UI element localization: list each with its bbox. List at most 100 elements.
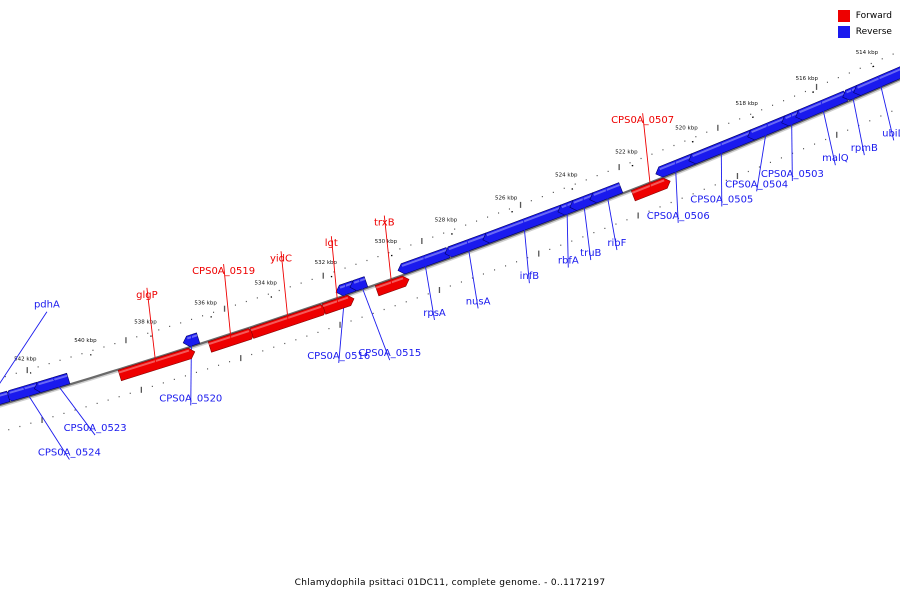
track-dots <box>4 53 894 431</box>
gene-cps0a-0504[interactable]: CPS0A_0504 <box>725 115 790 192</box>
lane-dot <box>618 164 620 171</box>
gene-arrow[interactable] <box>117 347 196 382</box>
gene-arrow[interactable] <box>747 115 790 141</box>
gene-label: glgP <box>136 290 158 301</box>
gene-yidc[interactable]: yidC <box>249 251 328 339</box>
gene-ubid[interactable]: ubiD <box>853 66 900 141</box>
gene-leader <box>523 218 530 284</box>
lane-dot <box>681 197 683 199</box>
lane-dot <box>626 219 628 221</box>
gene-cps0a-0507[interactable]: CPS0A_0507 <box>611 113 674 202</box>
gene-infb[interactable]: infB <box>482 204 566 284</box>
gene-leader <box>466 239 479 309</box>
lane-dot <box>714 184 716 186</box>
gene-label: CPS0A_0503 <box>761 169 824 180</box>
legend-reverse-label: Reverse <box>855 27 892 37</box>
lane-dot <box>454 228 456 230</box>
lane-dot <box>505 265 507 267</box>
gene-glgp[interactable]: glgP <box>117 287 196 382</box>
lane-dot <box>880 115 882 117</box>
lane-dot <box>234 304 236 306</box>
lane-dot <box>648 210 650 212</box>
gene-rpsa[interactable]: rpsA <box>397 247 451 321</box>
genome-backbone <box>0 78 900 408</box>
gene-highlight <box>250 305 322 332</box>
lane-dot <box>836 131 838 138</box>
gene-arrow[interactable] <box>688 129 756 165</box>
gene-label: trxB <box>374 218 395 229</box>
scale-tick-label: 538 kbp <box>134 320 157 326</box>
lane-dot <box>295 339 297 341</box>
gene-leader <box>850 87 865 156</box>
gene-highlight <box>692 131 752 157</box>
lane-dot <box>527 257 529 259</box>
lane-dot <box>494 269 496 271</box>
gene-leader <box>22 386 70 460</box>
gene-highlight <box>659 155 693 171</box>
lane-dot <box>92 349 94 351</box>
lane-dot <box>560 244 562 246</box>
lane-dot <box>736 173 739 179</box>
gene-arrow[interactable] <box>444 232 491 258</box>
gene-ribf[interactable]: ribF <box>589 182 627 251</box>
gene-cps0a-0515[interactable]: CPS0A_0515 <box>349 276 421 361</box>
scale-tick-label: 524 kbp <box>555 173 578 179</box>
gene-arrow[interactable] <box>0 390 11 410</box>
lane-dot <box>725 179 727 181</box>
gene-cps0a-0503[interactable]: CPS0A_0503 <box>761 109 824 181</box>
gene-highlight <box>751 117 786 133</box>
lane-dot <box>74 409 76 411</box>
gene-arrow[interactable] <box>397 247 451 275</box>
gene-rpmb[interactable]: rpmB <box>842 85 878 156</box>
lane-dot <box>673 144 675 147</box>
gene-cps0a-0506[interactable]: CPS0A_0506 <box>647 153 710 223</box>
scale-tick-label: 530 kbp <box>375 239 398 245</box>
strand-legend: Forward Reverse <box>837 8 892 40</box>
gene-highlight <box>375 277 404 289</box>
gene-trxb[interactable]: trxB <box>374 215 410 297</box>
scale-tick-label: 534 kbp <box>255 281 278 287</box>
lane-dot <box>438 287 441 293</box>
gene-cps0a-0520[interactable]: CPS0A_0520 <box>159 332 222 406</box>
gene-malq[interactable]: malQ <box>795 90 849 166</box>
lane-dot <box>114 343 116 345</box>
lane-dot <box>750 113 752 115</box>
gene-highlight <box>186 334 198 340</box>
gene-arrow[interactable] <box>853 66 900 96</box>
lane-dot <box>516 261 518 263</box>
lane-dot <box>487 216 489 218</box>
gene-highlight <box>846 86 858 94</box>
lane-dot <box>541 196 543 198</box>
lane-dot <box>530 200 532 202</box>
lane-dot <box>471 277 473 279</box>
lane-dot <box>695 136 697 138</box>
gene-label: infB <box>520 271 540 282</box>
lane-dot <box>803 148 805 150</box>
gene-highlight <box>631 179 665 194</box>
gene-features: CPS0A_0524 CPS0A_0523 CPS0A_0520 CPS0A_0516… <box>0 66 900 460</box>
gene-highlight <box>561 201 575 209</box>
gene-arrow[interactable] <box>33 372 71 393</box>
gene-cps0a-0524[interactable]: CPS0A_0524 <box>4 381 101 460</box>
lane-dot <box>355 263 357 265</box>
gene-highlight <box>573 194 595 204</box>
legend-reverse: Reverse <box>837 24 892 40</box>
gene-cps0a-0523[interactable]: CPS0A_0523 <box>33 372 127 436</box>
gene-cps0a-0505[interactable]: CPS0A_0505 <box>688 129 756 207</box>
lane-dot <box>427 293 429 295</box>
scale-tick-label: 532 kbp <box>315 260 338 266</box>
lane-dot <box>728 122 730 124</box>
gene-lgt[interactable]: lgt <box>321 236 355 315</box>
gene-cps0a-0519[interactable]: CPS0A_0519 <box>192 264 256 353</box>
gene-highlight <box>448 234 488 251</box>
lane-dot <box>377 256 379 258</box>
gene-leader <box>383 215 393 292</box>
lane-dot <box>416 297 418 299</box>
lane-dot <box>596 175 598 177</box>
lane-dot <box>317 331 319 333</box>
lane-dot <box>191 318 193 320</box>
gene-nusa[interactable]: nusA <box>444 232 491 309</box>
gene-pdha[interactable]: pdhA <box>0 300 60 411</box>
gene-trub[interactable]: truB <box>569 192 602 261</box>
lane-dot <box>52 416 54 418</box>
